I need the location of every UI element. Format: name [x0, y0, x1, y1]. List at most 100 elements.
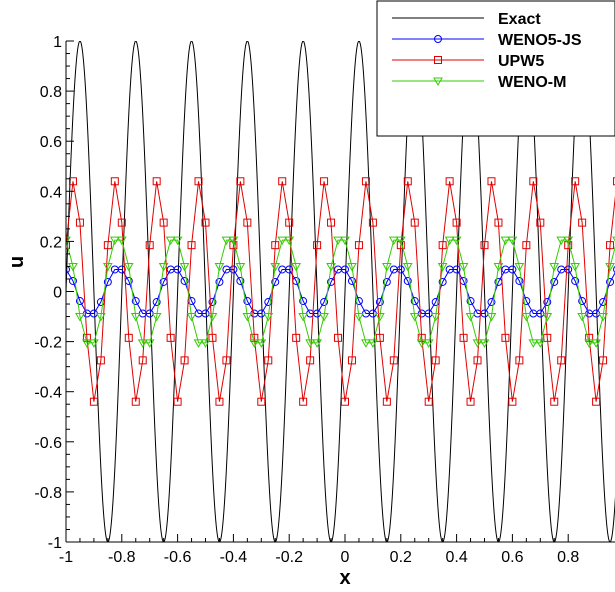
- x-ticks: -1 -0.8 -0.6 -0.4 -0.2 0 0.2 0.4 0.6 0.8: [59, 534, 579, 566]
- data-point-weno-m: [186, 313, 197, 322]
- data-point-weno-m: [277, 236, 288, 246]
- data-point-upw5: [124, 333, 133, 342]
- data-point-upw5: [487, 177, 496, 186]
- series-layer: [66, 177, 615, 406]
- data-point-weno-m: [570, 262, 581, 272]
- data-point-weno-m: [193, 339, 204, 348]
- data-point-upw5: [529, 177, 538, 186]
- data-point-weno5-js: [613, 266, 615, 273]
- series-line-weno5-js: [66, 268, 615, 315]
- data-point-upw5: [68, 177, 77, 186]
- data-point-weno5-js: [403, 276, 412, 285]
- data-point-upw5: [592, 397, 601, 406]
- legend-marker: [433, 77, 443, 87]
- data-point-upw5: [96, 356, 105, 365]
- data-point-weno5-js: [103, 277, 112, 286]
- data-point-weno5-js: [515, 276, 524, 285]
- data-point-weno5-js: [487, 298, 496, 307]
- data-point-weno5-js: [215, 277, 224, 286]
- y-tick-label: -0.4: [34, 385, 62, 402]
- data-point-weno-m: [388, 236, 399, 246]
- data-point-weno-m: [500, 236, 511, 246]
- data-point-weno5-js: [438, 277, 447, 286]
- data-point-weno-m: [151, 313, 162, 322]
- data-point-weno5-js: [571, 276, 580, 285]
- data-point-upw5: [264, 356, 273, 365]
- x-tick-label: -0.6: [164, 549, 192, 566]
- data-point-weno5-js: [341, 265, 349, 274]
- data-point-upw5: [334, 333, 343, 342]
- data-point-upw5: [215, 397, 224, 406]
- data-point-weno-m: [605, 262, 615, 272]
- data-point-weno-m: [242, 313, 253, 322]
- x-tick-label: 0.6: [501, 549, 523, 566]
- data-point-weno-m: [270, 262, 281, 272]
- data-point-upw5: [208, 333, 217, 342]
- legend-items: Exact WENO5-JS UPW5 WENO-M: [392, 11, 582, 91]
- data-point-weno-m: [416, 339, 427, 348]
- data-point-upw5: [431, 356, 440, 365]
- data-point-weno-m: [584, 339, 594, 348]
- data-point-weno-m: [472, 339, 483, 348]
- data-point-weno-m: [179, 262, 190, 272]
- data-point-weno5-js: [243, 297, 252, 306]
- data-point-upw5: [550, 397, 559, 406]
- data-point-upw5: [466, 397, 475, 406]
- data-point-upw5: [354, 241, 363, 250]
- data-point-upw5: [347, 356, 356, 365]
- data-point-upw5: [159, 218, 168, 227]
- data-point-weno-m: [82, 339, 92, 348]
- data-point-upw5: [180, 356, 189, 365]
- data-point-weno-m: [535, 339, 546, 348]
- x-tick-label: -0.8: [108, 549, 136, 566]
- y-tick-label: 0: [53, 285, 62, 302]
- x-tick-label: -0.2: [275, 549, 303, 566]
- x-tick-label: -0.4: [220, 549, 248, 566]
- data-point-weno5-js: [578, 297, 587, 306]
- data-point-weno-m: [381, 262, 392, 272]
- legend: Exact WENO5-JS UPW5 WENO-M: [376, 0, 615, 137]
- data-point-upw5: [613, 177, 615, 186]
- data-point-upw5: [368, 218, 377, 227]
- data-point-upw5: [375, 333, 384, 342]
- legend-item-weno-m: WENO-M: [392, 74, 566, 91]
- data-point-weno-m: [326, 262, 336, 272]
- y-ticks: 1 0.8 0.6 0.4 0.2 0 -0.2 -0.4 -0.6 -0.8 -1: [34, 34, 74, 552]
- data-point-weno-m: [172, 236, 183, 246]
- data-point-weno-m: [486, 313, 497, 322]
- data-point-upw5: [110, 177, 119, 186]
- data-point-weno-m: [542, 313, 553, 322]
- data-point-upw5: [75, 218, 84, 227]
- data-point-weno-m: [165, 236, 176, 246]
- data-point-weno-m: [493, 262, 504, 272]
- y-tick-label: 0.4: [40, 184, 62, 201]
- data-point-weno-m: [68, 262, 78, 272]
- data-point-weno-m: [361, 339, 371, 348]
- data-point-upw5: [403, 177, 412, 186]
- data-point-weno-m: [66, 236, 71, 246]
- data-point-weno-m: [458, 262, 469, 272]
- data-point-upw5: [66, 241, 70, 250]
- data-point-weno-m: [221, 236, 232, 246]
- data-point-weno-m: [375, 313, 385, 322]
- data-point-weno5-js: [208, 298, 217, 307]
- data-point-weno5-js: [375, 298, 384, 307]
- data-point-upw5: [292, 333, 301, 342]
- data-point-upw5: [138, 356, 147, 365]
- data-point-weno-m: [354, 313, 364, 322]
- data-point-weno-m: [430, 313, 441, 322]
- data-point-weno-m: [96, 313, 106, 322]
- data-point-upw5: [445, 177, 454, 186]
- data-point-weno-m: [563, 236, 574, 246]
- data-point-upw5: [361, 177, 370, 186]
- data-point-weno-m: [284, 236, 295, 246]
- data-point-weno5-js: [466, 297, 475, 306]
- data-point-weno5-js: [229, 265, 238, 274]
- data-point-weno5-js: [550, 277, 559, 286]
- data-point-weno-m: [130, 313, 141, 322]
- data-point-upw5: [571, 177, 580, 186]
- data-point-upw5: [320, 177, 329, 186]
- data-point-upw5: [494, 218, 503, 227]
- data-point-upw5: [313, 241, 322, 250]
- data-point-upw5: [536, 218, 545, 227]
